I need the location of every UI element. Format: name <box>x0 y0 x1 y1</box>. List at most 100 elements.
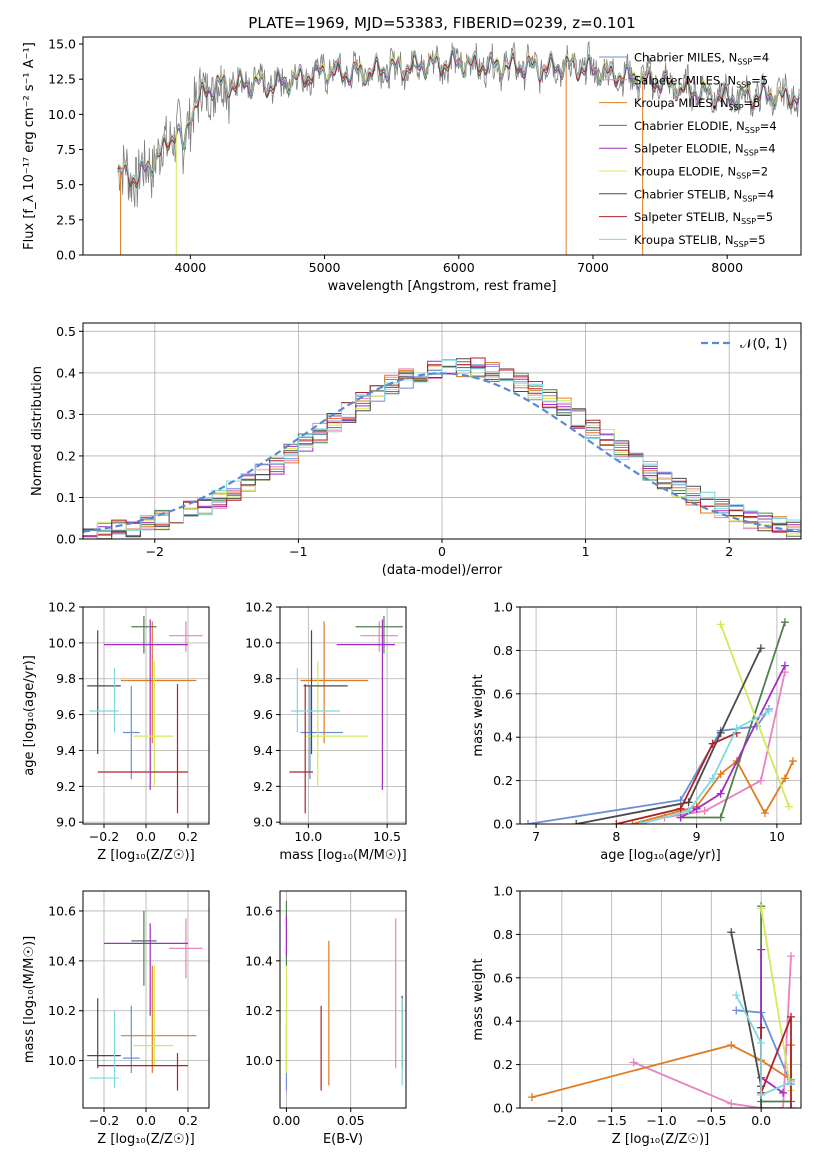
mass-weight-marker <box>684 798 693 807</box>
mass-weight-marker <box>780 661 789 670</box>
y-tick-label: 2.5 <box>56 212 76 227</box>
y-tick-label: 9.2 <box>253 779 273 794</box>
y-axis-label: Flux [f_λ 10⁻¹⁷ erg cm⁻² s⁻¹ A⁻¹] <box>22 42 37 250</box>
figure-title: PLATE=1969, MJD=53383, FIBERID=0239, z=0… <box>248 14 635 32</box>
model-spectrum-line <box>117 48 800 185</box>
mass-weight-marker <box>524 820 533 824</box>
legend-entry: Salpeter ELODIE, NSSP=4 <box>634 142 776 158</box>
y-tick-label: 0.2 <box>56 448 76 463</box>
x-tick-label: 6000 <box>443 260 475 275</box>
mass-vs-EBV-errorbars <box>285 900 403 1091</box>
mass-weight-marker <box>612 820 621 824</box>
mass-vs-Z-frame <box>82 890 210 1109</box>
mass-weight-marker <box>727 1099 736 1108</box>
x-tick-label: 0.0 <box>136 829 156 844</box>
legend-entry: Kroupa STELIB, NSSP=5 <box>634 233 765 249</box>
mass-weight-marker <box>757 1038 766 1047</box>
y-tick-label: 0.1 <box>56 490 76 505</box>
mass-weight-marker <box>684 806 693 815</box>
mass-weight-marker <box>716 789 725 798</box>
mass-weight-marker <box>636 820 645 824</box>
x-tick-label: 5000 <box>309 260 341 275</box>
mass-weight-line <box>633 956 792 1108</box>
x-tick-label: 10 <box>769 829 785 844</box>
residual-histogram-step <box>83 359 801 539</box>
mass-weight-marker <box>676 796 685 805</box>
mass-weight-line <box>576 647 762 824</box>
mass-weight-line <box>735 994 792 1097</box>
y-tick-label: 9.2 <box>56 779 76 794</box>
mass-weight-marker <box>779 1088 788 1097</box>
mass-vs-EBV-axes: 0.00 0.05 10.0 10.2 10.4 10.6 E(B-V) <box>245 891 406 1147</box>
mass-weight-marker <box>764 707 773 716</box>
y-tick-label: 0.4 <box>493 1014 513 1029</box>
x-tick-label: −2.0 <box>547 1113 577 1128</box>
y-tick-label: 10.0 <box>245 1053 273 1068</box>
age-vs-mass-errorbars <box>289 615 403 814</box>
mass-weight-marker <box>779 1104 788 1108</box>
mass-weight-marker <box>787 1012 796 1021</box>
y-tick-label: 0.5 <box>56 324 76 339</box>
y-tick-label: 10.2 <box>48 1003 76 1018</box>
x-axis-label: Z [log₁₀(Z/Z☉)] <box>97 848 194 863</box>
mass-weight-line <box>719 624 790 807</box>
x-tick-label: 1 <box>582 544 590 559</box>
y-tick-label: 7.5 <box>56 142 76 157</box>
residual-legend: 𝒩(0, 1) <box>701 337 787 352</box>
mass-weight-marker <box>692 804 701 813</box>
x-tick-label: 10.5 <box>373 829 401 844</box>
y-tick-label: 10.2 <box>245 1003 273 1018</box>
mass-weight-marker <box>757 945 766 954</box>
mass-weight-marker <box>676 813 685 822</box>
x-axis-label: wavelength [Angstrom, rest frame] <box>328 279 557 294</box>
mass-weight-vs-age-lines <box>524 618 797 824</box>
x-tick-label: 7000 <box>577 260 609 275</box>
mass-weight-marker <box>757 1090 766 1099</box>
y-tick-label: 10.0 <box>48 107 76 122</box>
mass-weight-marker <box>787 952 796 961</box>
mass-weight-marker <box>780 618 789 627</box>
mass-weight-marker <box>757 1104 766 1108</box>
mass-weight-line <box>664 671 786 819</box>
age-vs-mass-axes: 10.0 10.5 9.0 9.2 9.4 9.6 9.8 10.0 10.2 mass [log… <box>245 600 407 864</box>
y-tick-label: 0.0 <box>56 248 76 263</box>
y-tick-label: 10.6 <box>48 903 76 918</box>
x-tick-label: 8 <box>612 829 620 844</box>
mass-weight-marker <box>716 770 725 779</box>
y-axis-label: Normed distribution <box>30 366 45 496</box>
y-axis-label: mass weight <box>471 674 486 756</box>
mass-weight-marker <box>784 802 793 811</box>
legend-entry: 𝒩(0, 1) <box>740 337 787 352</box>
x-axis-label: (data-model)/error <box>382 563 503 578</box>
x-axis-label: Z [log₁₀(Z/Z☉)] <box>97 1132 194 1147</box>
mass-weight-marker <box>756 644 765 653</box>
mass-vs-EBV-frame <box>279 890 407 1109</box>
x-axis-label: mass [log₁₀(M/M☉)] <box>279 848 406 863</box>
x-tick-label: 7 <box>532 829 540 844</box>
y-tick-label: 0.6 <box>493 970 513 985</box>
y-axis-label: mass [log₁₀(M/M☉)] <box>22 936 37 1063</box>
mass-weight-marker <box>756 776 765 785</box>
spectrum-axes: 4000 5000 6000 7000 8000 0.0 2.5 5.0 7.5 10.0 12.5… <box>22 37 743 294</box>
y-tick-label: 15.0 <box>48 37 76 52</box>
residual-histograms <box>83 357 801 539</box>
y-tick-label: 5.0 <box>56 177 76 192</box>
mass-weight-marker <box>676 804 685 813</box>
mass-weight-marker <box>732 991 741 1000</box>
mass-weight-marker <box>727 928 736 937</box>
mass-weight-line <box>760 908 792 1091</box>
y-tick-label: 10.2 <box>245 600 273 615</box>
x-tick-label: −1 <box>289 544 307 559</box>
x-tick-label: 0.2 <box>178 1113 198 1128</box>
mass-weight-line <box>527 708 770 824</box>
x-tick-label: 8000 <box>711 260 743 275</box>
y-tick-label: 0.2 <box>493 1057 513 1072</box>
x-tick-label: −1.0 <box>646 1113 676 1128</box>
mass-weight-vs-age-axes: 7 8 9 10 0.0 0.2 0.4 0.6 0.8 1.0 age [log₁₀(age/yr… <box>471 600 801 863</box>
mass-weight-marker <box>727 1041 736 1050</box>
x-axis-label: Z [log₁₀(Z/Z☉)] <box>612 1132 709 1147</box>
mass-weight-marker <box>760 809 769 818</box>
x-tick-label: 4000 <box>174 260 206 275</box>
y-tick-label: 0.0 <box>56 532 76 547</box>
